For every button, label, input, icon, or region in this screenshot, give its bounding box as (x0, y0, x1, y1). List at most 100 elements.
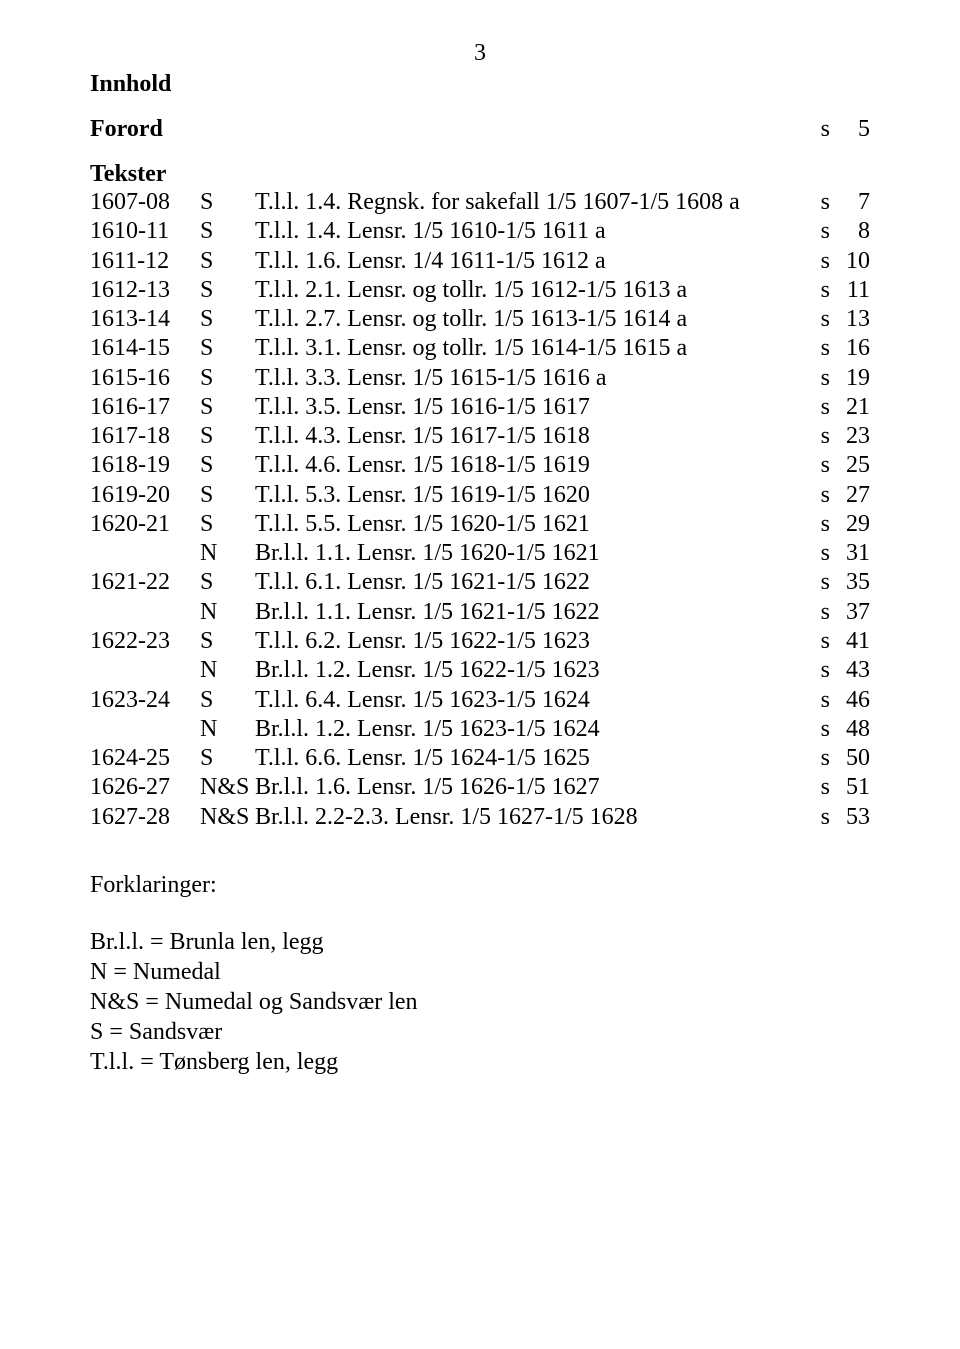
toc-s: s (800, 744, 830, 773)
toc-description: Br.l.l. 1.2. Lensr. 1/5 1623-1/5 1624 (255, 715, 800, 744)
toc-year: 1612-13 (90, 276, 200, 305)
forklaring-line: S = Sandsvær (90, 1017, 870, 1047)
toc-page: 23 (830, 422, 870, 451)
toc-s: s (800, 627, 830, 656)
toc-row: 1610-11ST.l.l. 1.4. Lensr. 1/5 1610-1/5 … (90, 217, 870, 246)
toc-description: T.l.l. 3.3. Lensr. 1/5 1615-1/5 1616 a (255, 364, 800, 393)
toc-code: S (200, 422, 255, 451)
toc-code: S (200, 568, 255, 597)
toc-code: S (200, 686, 255, 715)
toc-s: s (800, 715, 830, 744)
toc-year: 1624-25 (90, 744, 200, 773)
toc-year: 1619-20 (90, 481, 200, 510)
toc-row: 1626-27N&SBr.l.l. 1.6. Lensr. 1/5 1626-1… (90, 773, 870, 802)
heading-tekster: Tekster (90, 161, 870, 188)
toc-year: 1614-15 (90, 334, 200, 363)
toc-code: S (200, 627, 255, 656)
toc-description: T.l.l. 6.2. Lensr. 1/5 1622-1/5 1623 (255, 627, 800, 656)
toc-row: 1614-15ST.l.l. 3.1. Lensr. og tollr. 1/5… (90, 334, 870, 363)
toc-year: 1620-21 (90, 510, 200, 539)
toc-row: NBr.l.l. 1.1. Lensr. 1/5 1620-1/5 1621s3… (90, 539, 870, 568)
toc-code: S (200, 481, 255, 510)
toc-row: 1613-14ST.l.l. 2.7. Lensr. og tollr. 1/5… (90, 305, 870, 334)
toc-page: 50 (830, 744, 870, 773)
toc-year (90, 656, 200, 685)
toc-description: T.l.l. 3.1. Lensr. og tollr. 1/5 1614-1/… (255, 334, 800, 363)
toc-s: s (800, 334, 830, 363)
toc-page: 16 (830, 334, 870, 363)
forklaringer-block: Br.l.l. = Brunla len, legg N = NumedalN&… (90, 927, 870, 1077)
toc-year: 1613-14 (90, 305, 200, 334)
toc-page: 41 (830, 627, 870, 656)
forklaringer-heading: Forklaringer: (90, 872, 870, 899)
toc-code: N (200, 656, 255, 685)
toc-s: s (800, 598, 830, 627)
toc-code: S (200, 364, 255, 393)
toc-page: 53 (830, 803, 870, 832)
toc-code: S (200, 744, 255, 773)
toc-description: T.l.l. 1.6. Lensr. 1/4 1611-1/5 1612 a (255, 247, 800, 276)
toc-row: 1619-20ST.l.l. 5.3. Lensr. 1/5 1619-1/5 … (90, 481, 870, 510)
toc-year (90, 715, 200, 744)
toc-row: 1622-23ST.l.l. 6.2. Lensr. 1/5 1622-1/5 … (90, 627, 870, 656)
toc-year: 1617-18 (90, 422, 200, 451)
toc-code: S (200, 217, 255, 246)
toc-description: T.l.l. 2.1. Lensr. og tollr. 1/5 1612-1/… (255, 276, 800, 305)
toc-year: 1618-19 (90, 451, 200, 480)
forord-s: s (800, 116, 830, 143)
toc-s: s (800, 188, 830, 217)
toc-code: S (200, 510, 255, 539)
toc-year (90, 539, 200, 568)
toc-s: s (800, 656, 830, 685)
toc-description: T.l.l. 4.6. Lensr. 1/5 1618-1/5 1619 (255, 451, 800, 480)
toc-description: Br.l.l. 1.1. Lensr. 1/5 1620-1/5 1621 (255, 539, 800, 568)
toc-page: 10 (830, 247, 870, 276)
toc-description: T.l.l. 3.5. Lensr. 1/5 1616-1/5 1617 (255, 393, 800, 422)
toc-description: T.l.l. 5.3. Lensr. 1/5 1619-1/5 1620 (255, 481, 800, 510)
toc-s: s (800, 422, 830, 451)
toc-code: S (200, 334, 255, 363)
toc-page: 37 (830, 598, 870, 627)
toc-table: 1607-08ST.l.l. 1.4. Regnsk. for sakefall… (90, 188, 870, 832)
toc-page: 29 (830, 510, 870, 539)
toc-year: 1607-08 (90, 188, 200, 217)
toc-row: 1611-12ST.l.l. 1.6. Lensr. 1/4 1611-1/5 … (90, 247, 870, 276)
toc-year: 1621-22 (90, 568, 200, 597)
toc-code: S (200, 247, 255, 276)
forord-label: Forord (90, 116, 800, 143)
toc-page: 27 (830, 481, 870, 510)
toc-code: S (200, 276, 255, 305)
toc-year: 1611-12 (90, 247, 200, 276)
toc-year: 1616-17 (90, 393, 200, 422)
toc-row: 1617-18ST.l.l. 4.3. Lensr. 1/5 1617-1/5 … (90, 422, 870, 451)
toc-row: 1607-08ST.l.l. 1.4. Regnsk. for sakefall… (90, 188, 870, 217)
toc-row: NBr.l.l. 1.2. Lensr. 1/5 1622-1/5 1623s4… (90, 656, 870, 685)
toc-s: s (800, 773, 830, 802)
toc-code: S (200, 305, 255, 334)
toc-s: s (800, 510, 830, 539)
heading-innhold: Innhold (90, 71, 870, 98)
toc-row: 1621-22ST.l.l. 6.1. Lensr. 1/5 1621-1/5 … (90, 568, 870, 597)
toc-description: T.l.l. 6.1. Lensr. 1/5 1621-1/5 1622 (255, 568, 800, 597)
toc-description: T.l.l. 4.3. Lensr. 1/5 1617-1/5 1618 (255, 422, 800, 451)
toc-year: 1626-27 (90, 773, 200, 802)
toc-year: 1610-11 (90, 217, 200, 246)
toc-page: 13 (830, 305, 870, 334)
toc-year: 1627-28 (90, 803, 200, 832)
toc-year: 1623-24 (90, 686, 200, 715)
forklaring-line: N&S = Numedal og Sandsvær len (90, 987, 870, 1017)
toc-page: 35 (830, 568, 870, 597)
toc-row: 1620-21ST.l.l. 5.5. Lensr. 1/5 1620-1/5 … (90, 510, 870, 539)
toc-page: 31 (830, 539, 870, 568)
page-number: 3 (90, 40, 870, 67)
toc-s: s (800, 568, 830, 597)
toc-row: 1612-13ST.l.l. 2.1. Lensr. og tollr. 1/5… (90, 276, 870, 305)
toc-code: N (200, 598, 255, 627)
toc-description: Br.l.l. 2.2-2.3. Lensr. 1/5 1627-1/5 162… (255, 803, 800, 832)
toc-s: s (800, 451, 830, 480)
forklaring-line: Br.l.l. = Brunla len, legg (90, 927, 870, 957)
toc-s: s (800, 803, 830, 832)
toc-page: 48 (830, 715, 870, 744)
toc-row: 1623-24ST.l.l. 6.4. Lensr. 1/5 1623-1/5 … (90, 686, 870, 715)
toc-year: 1615-16 (90, 364, 200, 393)
